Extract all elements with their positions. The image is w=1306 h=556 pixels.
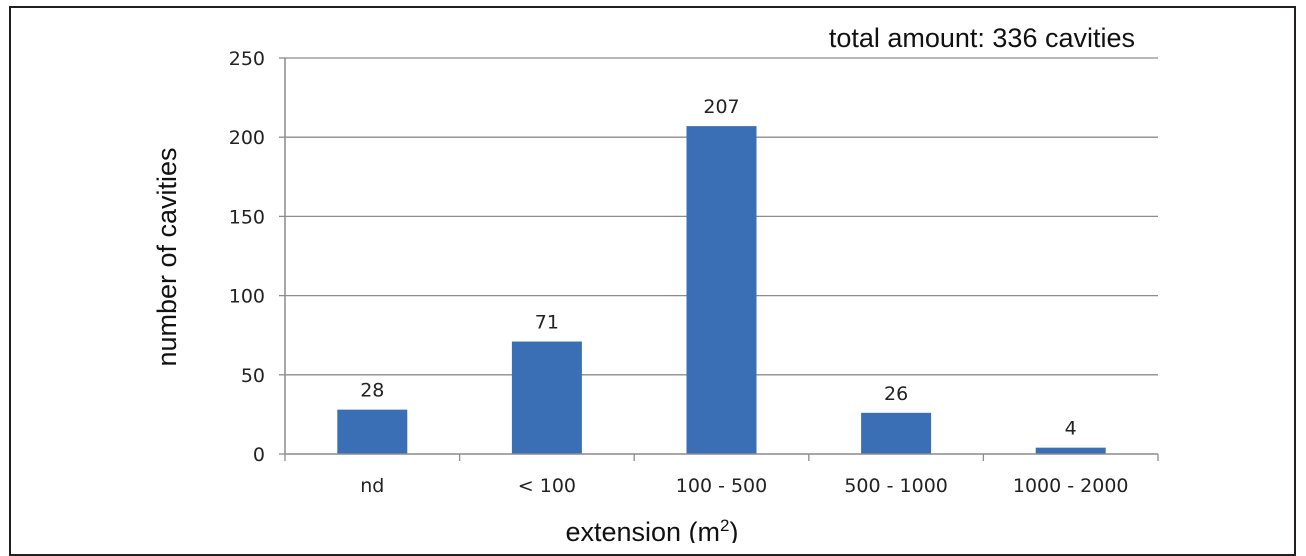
- x-axis-title-end: ): [730, 517, 739, 543]
- x-axis-title: extension (m2): [565, 516, 738, 543]
- bar-3: [861, 412, 932, 454]
- bars: [337, 126, 1106, 454]
- bar-1: [511, 341, 582, 454]
- data-labels: 28 71 207 26 4: [360, 96, 1077, 440]
- bar-4: [1035, 447, 1106, 454]
- axes: [284, 58, 1159, 461]
- x-tick-label-3: 500 - 1000: [844, 475, 948, 497]
- y-tick-label-250: 250: [229, 48, 265, 70]
- x-axis-title-main: extension (m: [565, 517, 720, 543]
- bar-2: [686, 126, 757, 454]
- y-tick-label-200: 200: [229, 127, 265, 149]
- y-tick-label-0: 0: [253, 444, 265, 466]
- data-label-3: 26: [884, 383, 908, 405]
- chart-frame: [9, 6, 1296, 556]
- x-axis-title-superscript: 2: [720, 516, 729, 535]
- data-label-2: 207: [703, 96, 739, 118]
- y-tick-label-100: 100: [229, 286, 265, 308]
- x-tick-label-1: < 100: [518, 475, 576, 497]
- bar-chart: 0 50 100 150 200 250 nd < 100 100 - 500 500 - 10…: [152, 23, 1159, 543]
- x-tick-label-0: nd: [360, 475, 384, 497]
- data-label-0: 28: [360, 380, 384, 402]
- y-tick-labels: 0 50 100 150 200 250: [229, 48, 265, 466]
- y-axis-title: number of cavities: [152, 147, 182, 366]
- data-label-1: 71: [535, 312, 559, 334]
- x-tick-label-2: 100 - 500: [676, 475, 767, 497]
- total-annotation: total amount: 336 cavities: [829, 23, 1135, 53]
- y-tick-label-50: 50: [241, 365, 265, 387]
- x-tick-label-4: 1000 - 2000: [1013, 475, 1129, 497]
- y-tick-label-150: 150: [229, 206, 265, 228]
- x-tick-labels: nd < 100 100 - 500 500 - 1000 1000 - 2000: [360, 475, 1128, 497]
- bar-0: [337, 409, 408, 454]
- data-label-4: 4: [1065, 418, 1077, 440]
